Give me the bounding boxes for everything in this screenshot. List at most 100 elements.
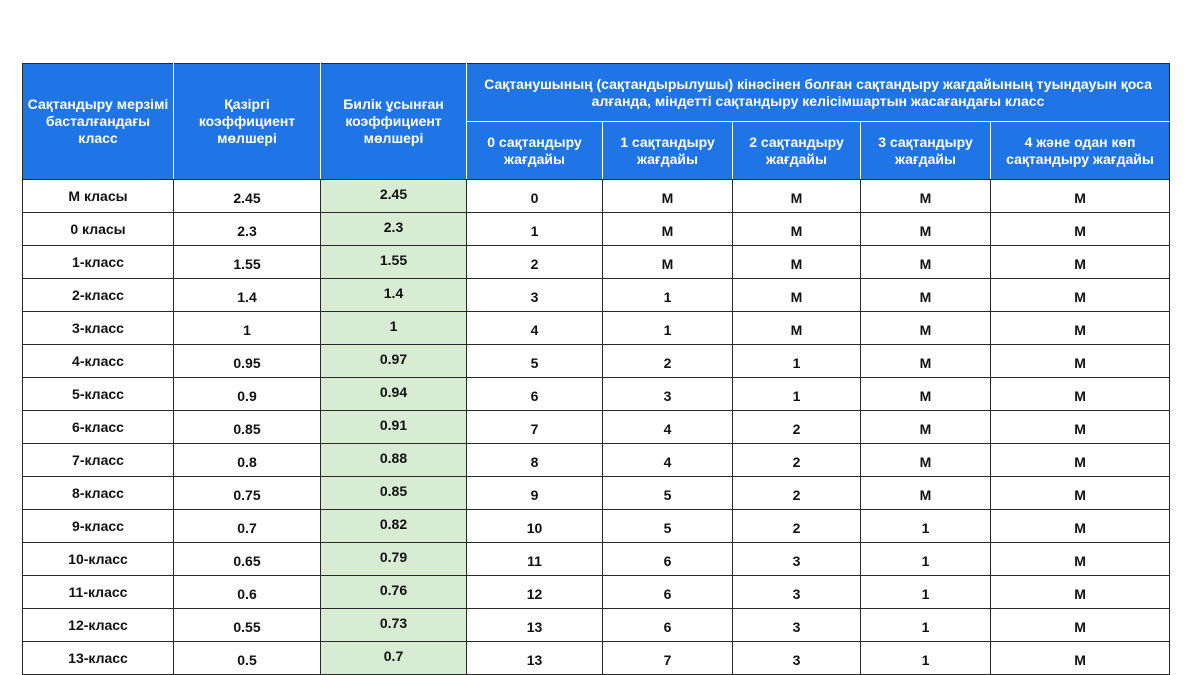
header-start-class: Сақтандыру мерзімі басталғандағы класс (22, 63, 174, 180)
cell-claims-2: 2 (732, 410, 861, 444)
cell-claims-2: 1 (732, 344, 861, 378)
cell-claims-0: 1 (466, 212, 603, 246)
cell-claims-1: 2 (602, 344, 733, 378)
cell-claims-3: 1 (860, 575, 991, 609)
cell-claims-4-plus: М (989, 245, 1171, 279)
cell-claims-2: 3 (732, 608, 861, 642)
table-row: 4-класс 0.95 0.97 5 2 1 М М (22, 344, 1171, 378)
cell-claims-2: 2 (732, 443, 861, 477)
cell-claims-2: М (732, 179, 861, 213)
cell-proposed-coefficient: 1.4 (320, 278, 467, 312)
header-claims-3: 3 сақтандыру жағдайы (860, 121, 991, 180)
cell-proposed-coefficient: 0.7 (320, 641, 467, 675)
cell-claims-2: М (732, 212, 861, 246)
cell-claims-1: 6 (602, 575, 733, 609)
table-row: 5-класс 0.9 0.94 6 3 1 М М (22, 377, 1171, 411)
cell-claims-3: 1 (860, 509, 991, 543)
header-claims-0: 0 сақтандыру жағдайы (466, 121, 603, 180)
cell-start-class: 6-класс (22, 410, 174, 444)
cell-proposed-coefficient: 2.3 (320, 212, 467, 246)
table-row: 7-класс 0.8 0.88 8 4 2 М М (22, 443, 1171, 477)
table-body: М класы 2.45 2.45 0 М М М М 0 класы 2.3 2.3 1 М М М М 1-… (22, 179, 1171, 675)
cell-current-coefficient: 0.95 (173, 344, 321, 378)
cell-claims-0: 5 (466, 344, 603, 378)
cell-current-coefficient: 1 (173, 311, 321, 345)
cell-claims-1: 5 (602, 476, 733, 510)
header-proposed-coefficient: Билік ұсынған коэффициент мөлшері (320, 63, 467, 180)
insurance-class-table-container: Сақтандыру мерзімі басталғандағы класс Қ… (22, 63, 1171, 675)
cell-proposed-coefficient: 0.82 (320, 509, 467, 543)
cell-claims-4-plus: М (989, 311, 1171, 345)
cell-claims-0: 9 (466, 476, 603, 510)
cell-claims-2: 2 (732, 476, 861, 510)
cell-claims-3: 1 (860, 641, 991, 675)
cell-proposed-coefficient: 0.85 (320, 476, 467, 510)
cell-claims-1: М (602, 245, 733, 279)
cell-current-coefficient: 0.55 (173, 608, 321, 642)
cell-claims-2: 1 (732, 377, 861, 411)
header-claims-1: 1 сақтандыру жағдайы (602, 121, 733, 180)
cell-current-coefficient: 0.85 (173, 410, 321, 444)
cell-claims-1: М (602, 212, 733, 246)
cell-claims-3: М (860, 443, 991, 477)
cell-proposed-coefficient: 0.73 (320, 608, 467, 642)
cell-claims-0: 12 (466, 575, 603, 609)
cell-current-coefficient: 2.3 (173, 212, 321, 246)
cell-claims-4-plus: М (989, 278, 1171, 312)
table-row: 2-класс 1.4 1.4 3 1 М М М (22, 278, 1171, 312)
cell-start-class: 3-класс (22, 311, 174, 345)
cell-claims-1: 1 (602, 311, 733, 345)
cell-proposed-coefficient: 2.45 (320, 179, 467, 213)
cell-claims-1: 1 (602, 278, 733, 312)
cell-current-coefficient: 0.5 (173, 641, 321, 675)
cell-claims-0: 13 (466, 641, 603, 675)
cell-claims-1: 5 (602, 509, 733, 543)
cell-claims-1: 6 (602, 608, 733, 642)
cell-claims-1: М (602, 179, 733, 213)
cell-claims-4-plus: М (989, 212, 1171, 246)
table-row: 13-класс 0.5 0.7 13 7 3 1 М (22, 641, 1171, 675)
cell-claims-4-plus: М (989, 443, 1171, 477)
cell-start-class: 2-класс (22, 278, 174, 312)
cell-proposed-coefficient: 0.88 (320, 443, 467, 477)
cell-claims-3: М (860, 377, 991, 411)
cell-start-class: 7-класс (22, 443, 174, 477)
cell-proposed-coefficient: 0.94 (320, 377, 467, 411)
cell-claims-1: 7 (602, 641, 733, 675)
table-row: 10-класс 0.65 0.79 11 6 3 1 М (22, 542, 1171, 576)
cell-current-coefficient: 2.45 (173, 179, 321, 213)
cell-start-class: 13-класс (22, 641, 174, 675)
cell-claims-3: 1 (860, 608, 991, 642)
cell-claims-0: 8 (466, 443, 603, 477)
cell-current-coefficient: 0.75 (173, 476, 321, 510)
cell-claims-2: М (732, 311, 861, 345)
cell-claims-0: 0 (466, 179, 603, 213)
cell-start-class: 10-класс (22, 542, 174, 576)
cell-claims-0: 13 (466, 608, 603, 642)
cell-claims-4-plus: М (989, 542, 1171, 576)
cell-current-coefficient: 0.9 (173, 377, 321, 411)
cell-start-class: 8-класс (22, 476, 174, 510)
cell-claims-4-plus: М (989, 641, 1171, 675)
cell-claims-0: 7 (466, 410, 603, 444)
cell-start-class: М класы (22, 179, 174, 213)
cell-claims-3: М (860, 212, 991, 246)
cell-claims-3: М (860, 245, 991, 279)
cell-claims-2: М (732, 245, 861, 279)
table-row: 1-класс 1.55 1.55 2 М М М М (22, 245, 1171, 279)
cell-claims-0: 11 (466, 542, 603, 576)
table-row: 0 класы 2.3 2.3 1 М М М М (22, 212, 1171, 246)
header-claims-2: 2 сақтандыру жағдайы (732, 121, 861, 180)
cell-claims-4-plus: М (989, 377, 1171, 411)
cell-start-class: 11-класс (22, 575, 174, 609)
cell-claims-2: 3 (732, 641, 861, 675)
cell-claims-3: М (860, 476, 991, 510)
cell-claims-4-plus: М (989, 344, 1171, 378)
cell-claims-2: 2 (732, 509, 861, 543)
cell-claims-3: М (860, 179, 991, 213)
table-row: 6-класс 0.85 0.91 7 4 2 М М (22, 410, 1171, 444)
cell-claims-0: 10 (466, 509, 603, 543)
table-row: 8-класс 0.75 0.85 9 5 2 М М (22, 476, 1171, 510)
cell-claims-4-plus: М (989, 608, 1171, 642)
cell-claims-4-plus: М (989, 509, 1171, 543)
